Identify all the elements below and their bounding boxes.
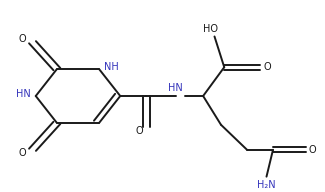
Text: O: O (135, 126, 143, 136)
Text: HO: HO (203, 24, 218, 34)
Text: O: O (309, 145, 317, 155)
Text: O: O (19, 34, 27, 44)
Text: HN: HN (16, 89, 31, 99)
Text: NH: NH (104, 62, 119, 72)
Text: H₂N: H₂N (257, 180, 276, 190)
Text: HN: HN (168, 83, 183, 93)
Text: O: O (263, 62, 271, 72)
Text: O: O (19, 148, 27, 158)
